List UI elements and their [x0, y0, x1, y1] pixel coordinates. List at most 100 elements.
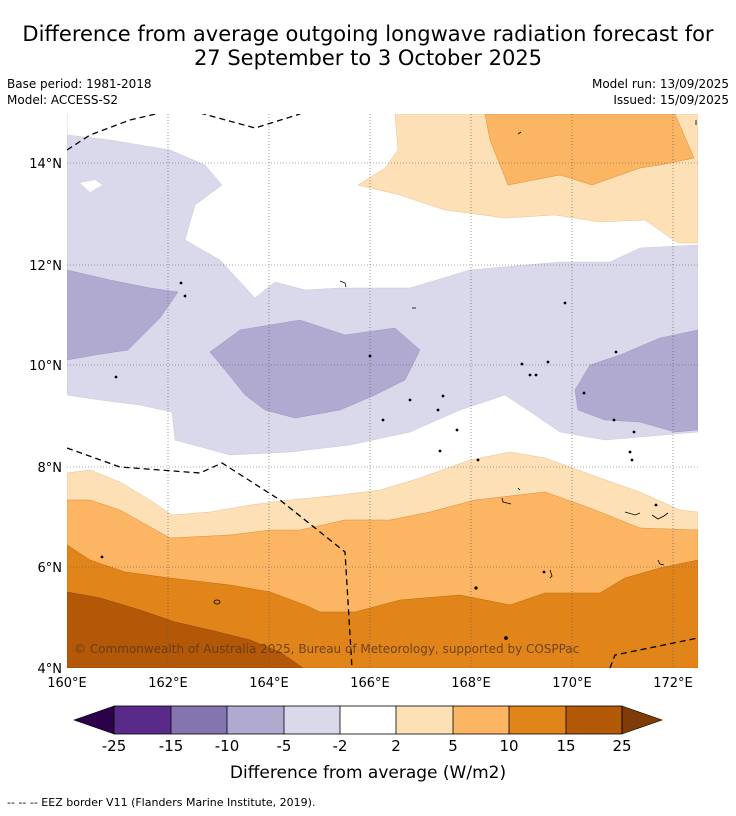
islands: [100, 120, 697, 640]
contour-purple-east: [574, 329, 698, 433]
colorbar-tick-label: 5: [448, 737, 458, 755]
colorbar-swatch: [114, 706, 171, 734]
colorbar-tick-label: -10: [215, 737, 240, 755]
island-mark: [657, 559, 665, 566]
contour-brown-southwest: [67, 591, 304, 668]
island-mark: [542, 570, 546, 574]
island-mark: [441, 394, 445, 398]
lon-label-170e: 170°E: [552, 676, 592, 691]
island-mark: [476, 458, 480, 462]
island-mark: [624, 511, 641, 516]
island-mark: [504, 636, 508, 640]
island-mark: [381, 418, 385, 422]
island-mark: [651, 512, 669, 520]
island-mark: [179, 281, 183, 285]
island-mark: [534, 373, 538, 377]
island-mark: [368, 354, 372, 358]
colorbar-swatch: [453, 706, 509, 734]
colorbar-label: Difference from average (W/m2): [230, 763, 506, 783]
colorbar-extend-high: [621, 705, 663, 735]
island-mark: [549, 569, 553, 579]
eez-border-southeast: [609, 637, 698, 668]
latitude-labels: 14°N 12°N 10°N 8°N 6°N 4°N: [29, 157, 62, 677]
eez-borders: [67, 114, 698, 668]
island-mark: [528, 373, 532, 377]
model-text: Model: ACCESS-S2: [7, 93, 119, 107]
title-line-1: Difference from average outgoing longwav…: [22, 22, 714, 46]
issued-text: Issued: 15/09/2025: [613, 93, 729, 107]
island-mark: [436, 408, 440, 412]
eez-footnote: -- -- -- EEZ border V11 (Flanders Marine…: [7, 796, 316, 809]
colorbar-tick-label: 15: [556, 737, 575, 755]
base-period-text: Base period: 1981-2018: [7, 77, 152, 91]
lat-label-14n: 14°N: [29, 157, 62, 172]
island-mark: [614, 350, 618, 354]
colorbar-tick-label: -5: [277, 737, 292, 755]
lon-label-172e: 172°E: [653, 676, 693, 691]
island-mark: [501, 497, 512, 505]
colorbar-tick-labels: -25 -15 -10 -5 -2 2 5 10 15 25: [102, 737, 632, 755]
island-mark: [213, 599, 221, 605]
meta-left: Base period: 1981-2018 Model: ACCESS-S2: [7, 76, 152, 108]
island-mark: [546, 360, 550, 364]
lon-label-164e: 164°E: [249, 676, 289, 691]
colorbar-frame: [113, 705, 623, 735]
contour-white-gap-north: [80, 180, 102, 192]
eez-border-north: [67, 114, 159, 151]
colorbar-tick-label: -25: [102, 737, 127, 755]
lat-label-10n: 10°N: [29, 359, 62, 374]
longitude-labels: 160°E 162°E 164°E 166°E 168°E 170°E 172°…: [47, 676, 693, 691]
colorbar-swatch: [171, 706, 227, 734]
island-mark: [563, 301, 567, 305]
lon-label-168e: 168°E: [451, 676, 491, 691]
island-mark: [517, 131, 522, 135]
colorbar-swatch: [566, 706, 622, 734]
lat-label-8n: 8°N: [38, 461, 63, 476]
lon-label-166e: 166°E: [350, 676, 390, 691]
colorbar-extend-low: [73, 705, 115, 735]
colorbar-tick-label: 25: [612, 737, 631, 755]
island-mark: [438, 449, 442, 453]
island-mark: [632, 430, 636, 434]
colorbar-swatch: [509, 706, 566, 734]
island-mark: [582, 391, 586, 395]
meta-right: Model run: 13/09/2025 Issued: 15/09/2025: [592, 76, 729, 108]
contour-orange-northeast: [484, 114, 695, 186]
model-run-text: Model run: 13/09/2025: [591, 77, 729, 91]
island-mark: [520, 362, 524, 366]
island-mark: [517, 487, 521, 491]
island-mark: [612, 418, 616, 422]
colorbar-swatch: [284, 706, 340, 734]
lon-label-162e: 162°E: [148, 676, 188, 691]
lon-label-160e: 160°E: [47, 676, 87, 691]
island-mark: [630, 458, 634, 462]
island-mark: [654, 503, 658, 507]
contour-purple-west: [67, 269, 179, 361]
contour-purple-central: [209, 319, 421, 419]
colorbar-tick-label: 10: [499, 737, 518, 755]
island-mark: [408, 398, 412, 402]
colorbar: -25 -15 -10 -5 -2 2 5 10 15 25 Differenc…: [73, 705, 663, 783]
map-title: Difference from average outgoing longwav…: [0, 22, 736, 70]
eez-border-central: [67, 447, 353, 668]
colorbar-tick-label: 2: [391, 737, 401, 755]
colorbar-swatch: [340, 706, 396, 734]
lat-label-4n: 4°N: [38, 662, 63, 677]
title-line-2: 27 September to 3 October 2025: [193, 46, 543, 70]
colorbar-swatch: [396, 706, 453, 734]
island-mark: [628, 450, 632, 454]
copyright-text: © Commonwealth of Australia 2025, Bureau…: [74, 642, 579, 656]
colorbar-tick-label: -15: [159, 737, 184, 755]
island-mark: [474, 586, 478, 590]
colorbar-swatch: [227, 706, 284, 734]
colorbar-tick-label: -2: [333, 737, 348, 755]
lat-label-6n: 6°N: [38, 561, 63, 576]
map-panel: © Commonwealth of Australia 2025, Bureau…: [67, 114, 698, 668]
graticule: [67, 114, 698, 668]
island-mark: [100, 555, 104, 559]
island-mark: [339, 280, 347, 288]
island-mark: [114, 375, 118, 379]
lat-label-12n: 12°N: [29, 259, 62, 274]
island-mark: [183, 294, 187, 298]
